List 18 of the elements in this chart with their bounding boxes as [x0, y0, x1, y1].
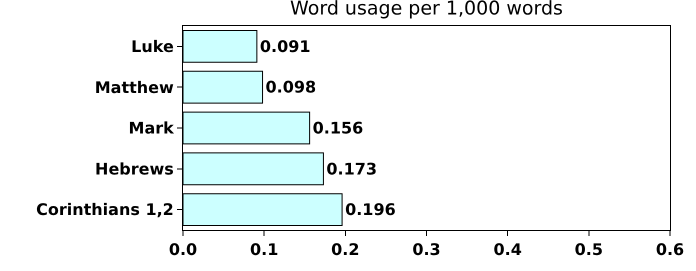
y-tick-label: Hebrews: [95, 159, 174, 178]
data-label: 0.156: [312, 118, 364, 138]
x-tick-label: 0.1: [250, 240, 278, 260]
chart-title: Word usage per 1,000 words: [290, 0, 563, 20]
data-label: 0.098: [266, 78, 316, 97]
y-tick-label: Luke: [131, 37, 174, 56]
data-label: 0.173: [326, 159, 378, 178]
x-tick-label: 0.3: [412, 240, 441, 260]
data-label: 0.091: [260, 36, 310, 56]
y-tick-label: Mark: [128, 118, 174, 138]
x-tick-label: 0.4: [494, 240, 522, 260]
y-tick-label: Matthew: [94, 78, 174, 97]
x-tick-label: 0.2: [331, 240, 360, 260]
x-tick-label: 0.5: [574, 240, 603, 260]
x-tick-label: 0.6: [656, 240, 684, 260]
y-tick-label: Corinthians 1,2: [36, 200, 174, 220]
data-label: 0.196: [345, 200, 396, 220]
x-tick-label: 0.0: [168, 240, 198, 260]
